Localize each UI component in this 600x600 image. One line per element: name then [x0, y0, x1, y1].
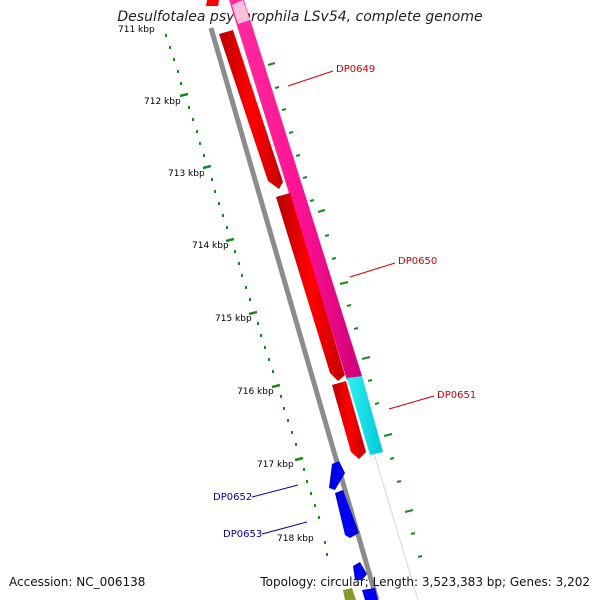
major-tick-marks	[179, 92, 304, 462]
cyan-feature	[347, 376, 383, 455]
cds-arrow-dp0649	[219, 30, 283, 189]
leader-dp0653	[261, 521, 308, 535]
cds-arrow-dp0650	[276, 193, 345, 381]
tick-label-713: 713 kbp	[168, 169, 205, 179]
leader-dp0649	[287, 70, 334, 87]
tick-label-718: 718 kbp	[277, 534, 314, 544]
cds-arrow-1	[206, 0, 219, 6]
gene-label-dp0651[interactable]: DP0651	[437, 390, 476, 401]
leader-dp0650	[349, 262, 396, 278]
pink-feature-track	[229, 0, 362, 380]
tick-label-717: 717 kbp	[257, 460, 294, 470]
cds-arrow-bottom	[362, 588, 378, 600]
cds-arrow-dp0651	[332, 381, 366, 459]
minor-tick-dots	[165, 34, 328, 556]
map-title: Desulfotalea psychrophila LSv54, complet…	[117, 9, 483, 25]
accession-text: Accession: NC_006138	[9, 575, 146, 589]
tick-label-715: 715 kbp	[215, 314, 252, 324]
gene-label-dp0653[interactable]: DP0653	[223, 529, 262, 540]
tick-label-714: 714 kbp	[192, 241, 229, 251]
leader-dp0652	[251, 484, 299, 498]
right-tick-marks	[267, 62, 423, 558]
tick-label-716: 716 kbp	[237, 387, 274, 397]
gene-label-dp0652[interactable]: DP0652	[213, 492, 252, 503]
gene-label-dp0650[interactable]: DP0650	[398, 256, 437, 267]
tick-label-711: 711 kbp	[118, 25, 155, 35]
olive-feature-bottom	[343, 588, 356, 600]
pink-feature-highlight	[232, 0, 250, 24]
gene-label-dp0649[interactable]: DP0649	[336, 64, 375, 75]
tick-label-712: 712 kbp	[144, 97, 181, 107]
cds-arrow-dp0652	[329, 461, 345, 490]
leader-dp0651	[388, 395, 435, 410]
genome-summary-text: Topology: circular; Length: 3,523,383 bp…	[260, 575, 590, 589]
cds-arrow-next	[353, 562, 367, 580]
backbone-line	[208, 27, 380, 600]
cds-arrow-dp0653	[335, 490, 359, 538]
